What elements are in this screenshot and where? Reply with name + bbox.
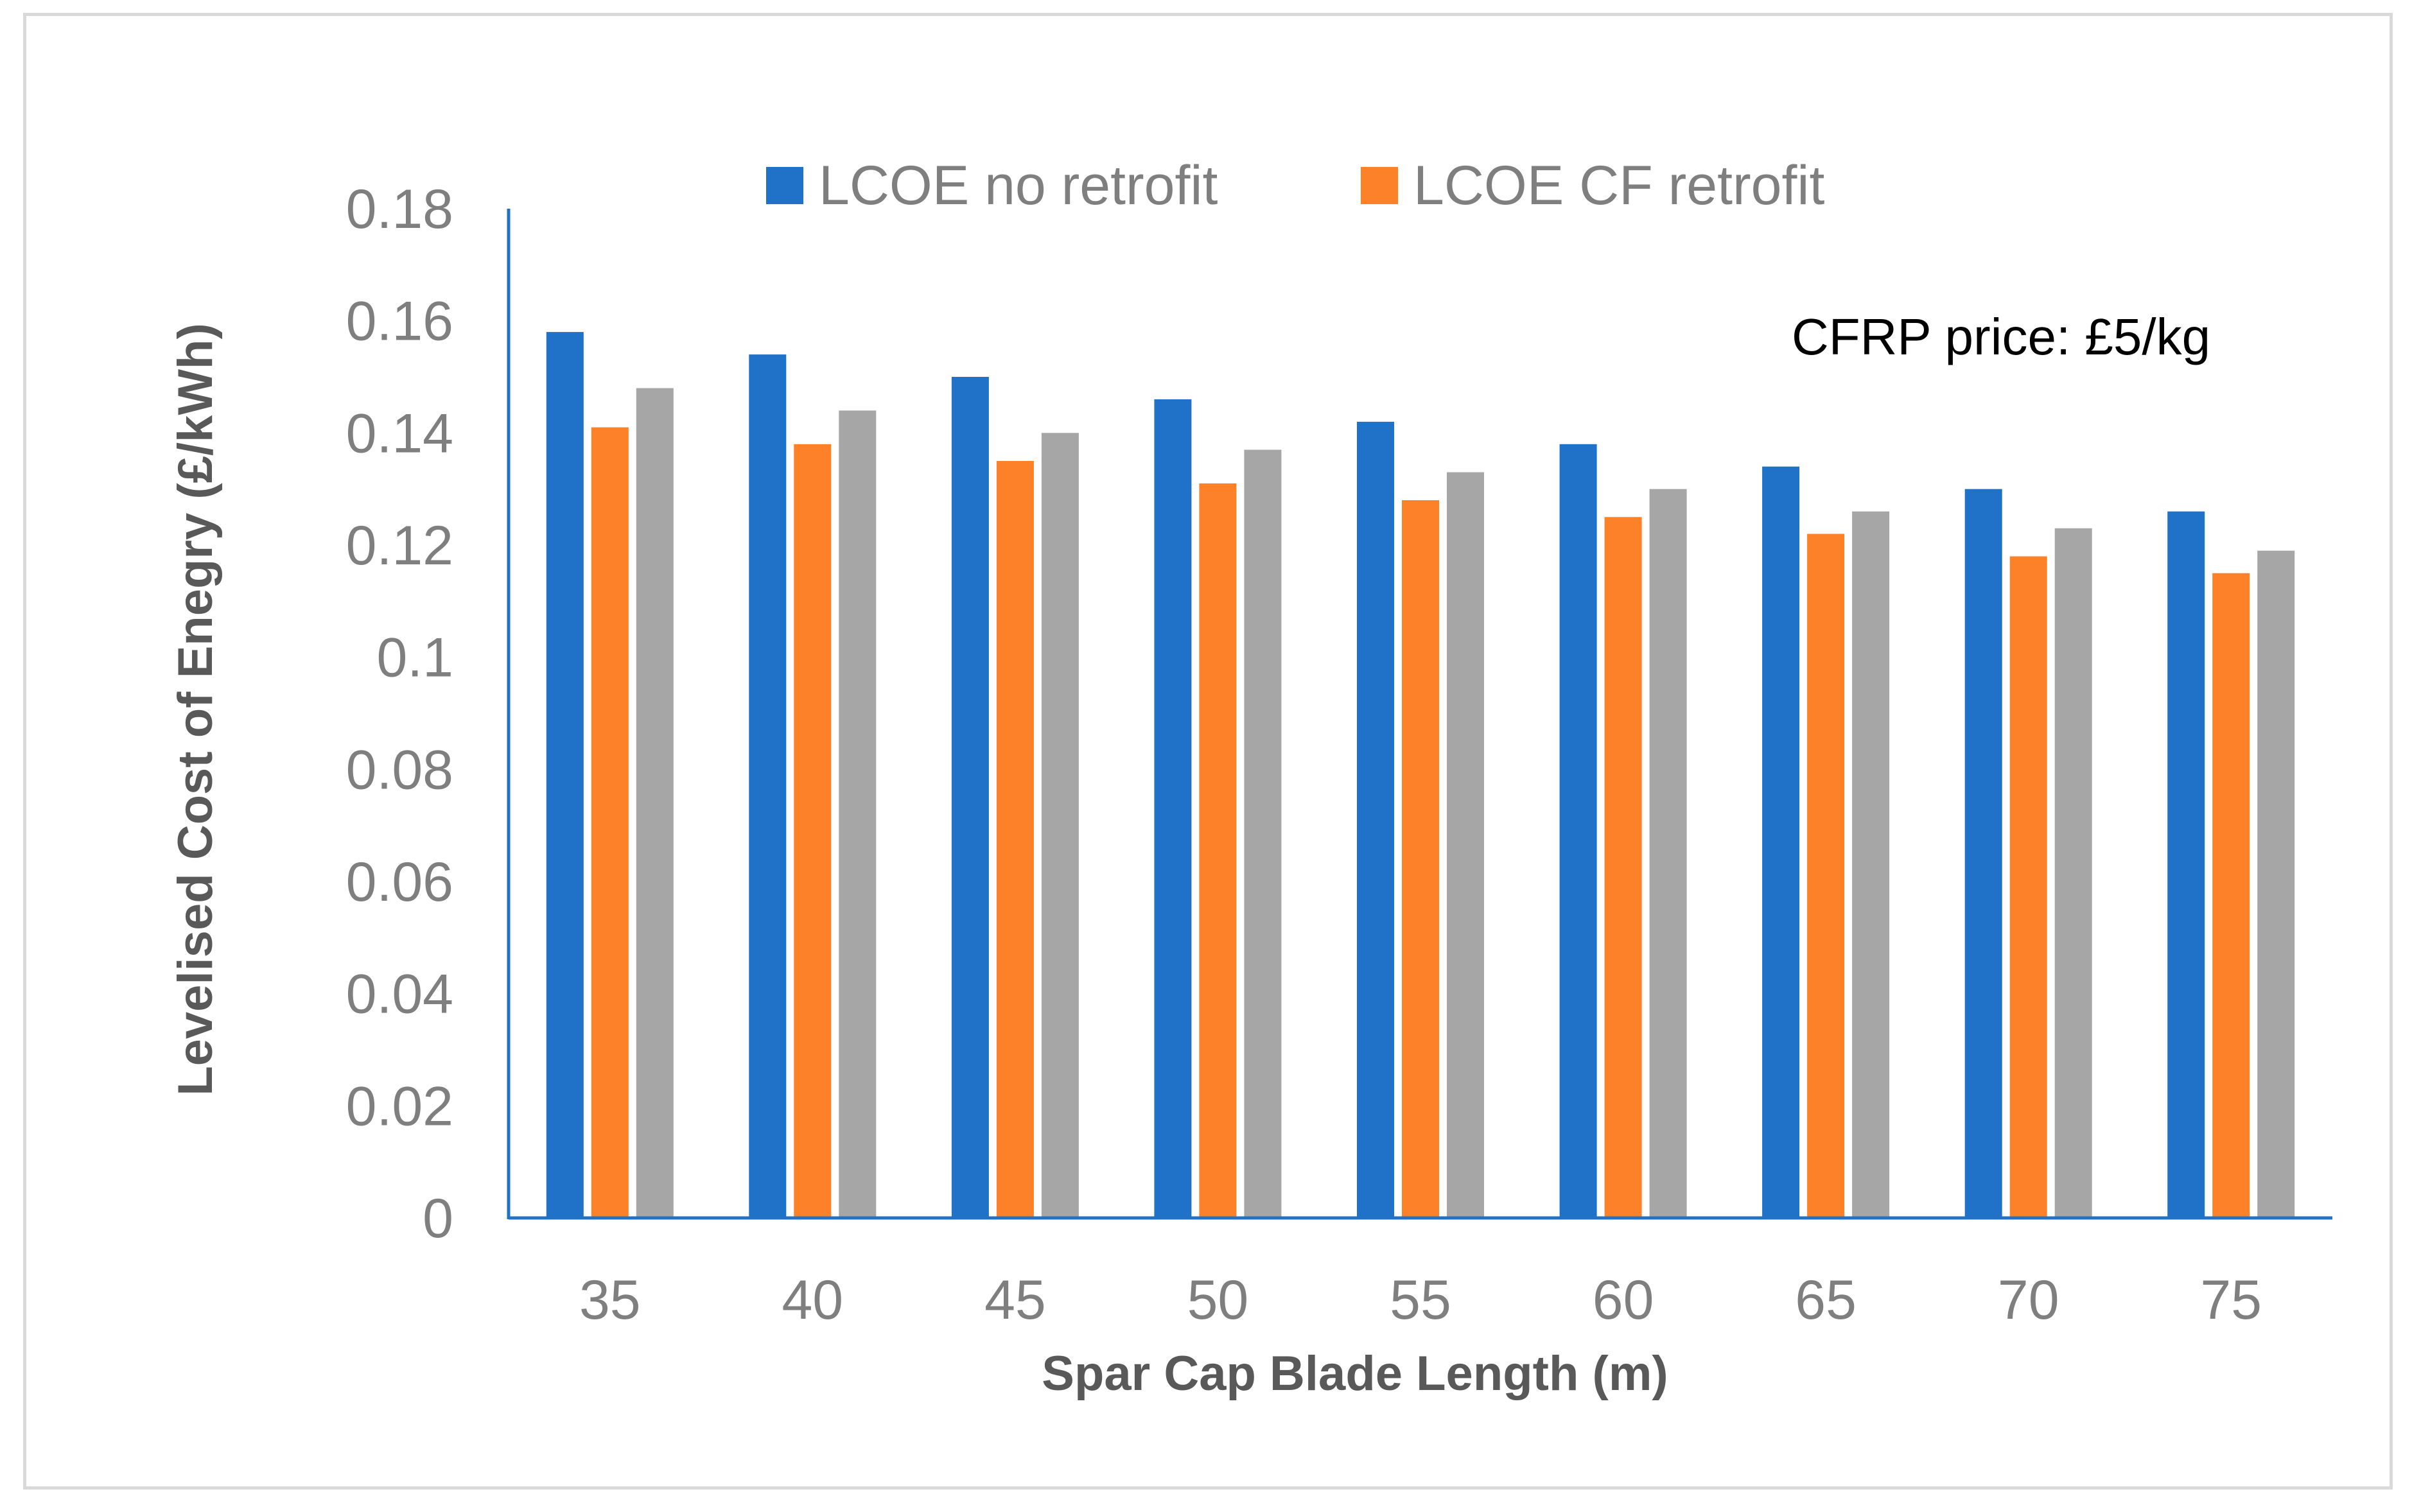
x-tick-label: 70 [1998, 1269, 2059, 1331]
bar-s2-70 [2009, 556, 2047, 1218]
legend: LCOE no retrofit LCOE CF retrofit [766, 155, 1824, 216]
bar-s2-40 [794, 444, 832, 1218]
x-tick-label: 45 [984, 1269, 1046, 1331]
bar-s1-65 [1762, 466, 1800, 1219]
x-tick-label: 75 [2200, 1269, 2262, 1331]
legend-swatch [766, 167, 803, 204]
x-tick-label: 60 [1593, 1269, 1654, 1331]
bar-s3-35 [636, 388, 674, 1218]
legend-label: LCOE CF retrofit [1413, 155, 1824, 216]
y-tick-label: 0.1 [376, 627, 453, 689]
bar-s1-35 [546, 332, 584, 1218]
bar-s2-60 [1604, 517, 1642, 1218]
y-tick-label: 0.14 [346, 403, 453, 464]
legend-swatch [1361, 167, 1398, 204]
x-tick-label: 40 [782, 1269, 843, 1331]
bars-layer [546, 332, 2295, 1219]
y-tick-label: 0.08 [346, 739, 453, 801]
bar-s2-75 [2212, 573, 2250, 1218]
bar-s1-55 [1357, 421, 1394, 1218]
x-tick-label: 55 [1390, 1269, 1451, 1331]
legend-label: LCOE no retrofit [819, 155, 1218, 216]
bar-s2-45 [996, 461, 1034, 1218]
bar-s3-70 [2054, 528, 2092, 1218]
bar-s1-40 [749, 354, 787, 1218]
bar-s3-65 [1852, 511, 1890, 1218]
y-tick-label: 0.18 [346, 178, 453, 240]
x-axis-title: Spar Cap Blade Length (m) [1042, 1346, 1668, 1401]
bar-s1-75 [2167, 511, 2205, 1218]
bar-s1-70 [1964, 489, 2002, 1219]
y-tick-label: 0.16 [346, 291, 453, 352]
axes-layer [507, 209, 2332, 1220]
bar-s3-55 [1447, 472, 1484, 1218]
annotation-cfrp-price: CFRP price: £5/kg [1792, 308, 2210, 365]
x-tick-label: 50 [1187, 1269, 1249, 1331]
bar-s2-55 [1402, 500, 1439, 1218]
y-tick-label: 0.04 [346, 964, 453, 1025]
bar-s3-40 [839, 410, 877, 1218]
y-tick-label: 0.12 [346, 515, 453, 577]
bar-s2-50 [1199, 483, 1237, 1218]
y-tick-label: 0.06 [346, 851, 453, 913]
bar-s3-50 [1244, 449, 1282, 1218]
bar-s3-60 [1649, 489, 1687, 1219]
y-tick-labels: 0 0.02 0.04 0.06 0.08 0.1 0.12 0.14 0.16 0.18 [346, 178, 453, 1249]
x-tick-label: 65 [1795, 1269, 1857, 1331]
y-tick-label: 0.02 [346, 1075, 453, 1137]
bar-s2-65 [1807, 534, 1845, 1218]
bar-s3-45 [1041, 433, 1079, 1218]
x-tick-label: 35 [579, 1269, 641, 1331]
y-axis-title: Levelised Cost of Enegry (£/kWh) [168, 323, 223, 1096]
bar-s1-50 [1154, 399, 1192, 1218]
bar-s3-75 [2257, 550, 2295, 1219]
y-tick-label: 0 [423, 1188, 453, 1249]
bar-s1-60 [1559, 444, 1597, 1218]
bar-s2-35 [591, 427, 629, 1218]
x-tick-labels: 35 40 45 50 55 60 65 70 75 [579, 1269, 2262, 1331]
bar-s1-45 [951, 377, 989, 1218]
